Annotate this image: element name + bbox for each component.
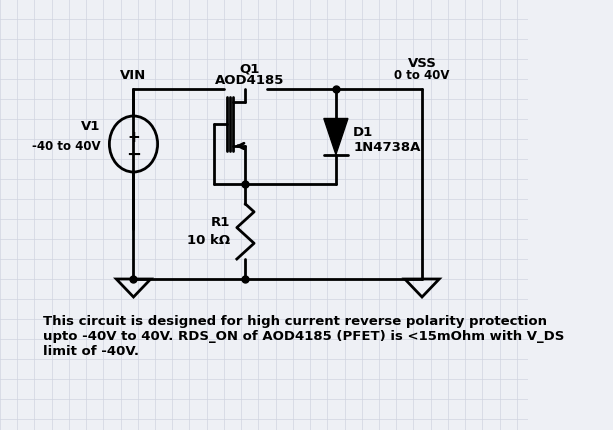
Text: AOD4185: AOD4185 bbox=[215, 74, 284, 87]
Text: VIN: VIN bbox=[120, 69, 147, 82]
Text: 10 kΩ: 10 kΩ bbox=[187, 233, 230, 246]
Text: +: + bbox=[127, 129, 140, 144]
Text: V1: V1 bbox=[82, 120, 101, 133]
Text: Q1: Q1 bbox=[240, 62, 260, 75]
Text: VSS: VSS bbox=[408, 57, 436, 70]
Text: -40 to 40V: -40 to 40V bbox=[32, 140, 101, 153]
Text: D1: D1 bbox=[353, 126, 373, 139]
Text: 0 to 40V: 0 to 40V bbox=[394, 69, 450, 82]
Polygon shape bbox=[324, 119, 348, 155]
Text: This circuit is designed for high current reverse polarity protection
upto -40V : This circuit is designed for high curren… bbox=[43, 314, 565, 357]
Text: 1N4738A: 1N4738A bbox=[353, 141, 421, 154]
Text: −: − bbox=[126, 146, 141, 164]
Text: R1: R1 bbox=[211, 215, 230, 228]
